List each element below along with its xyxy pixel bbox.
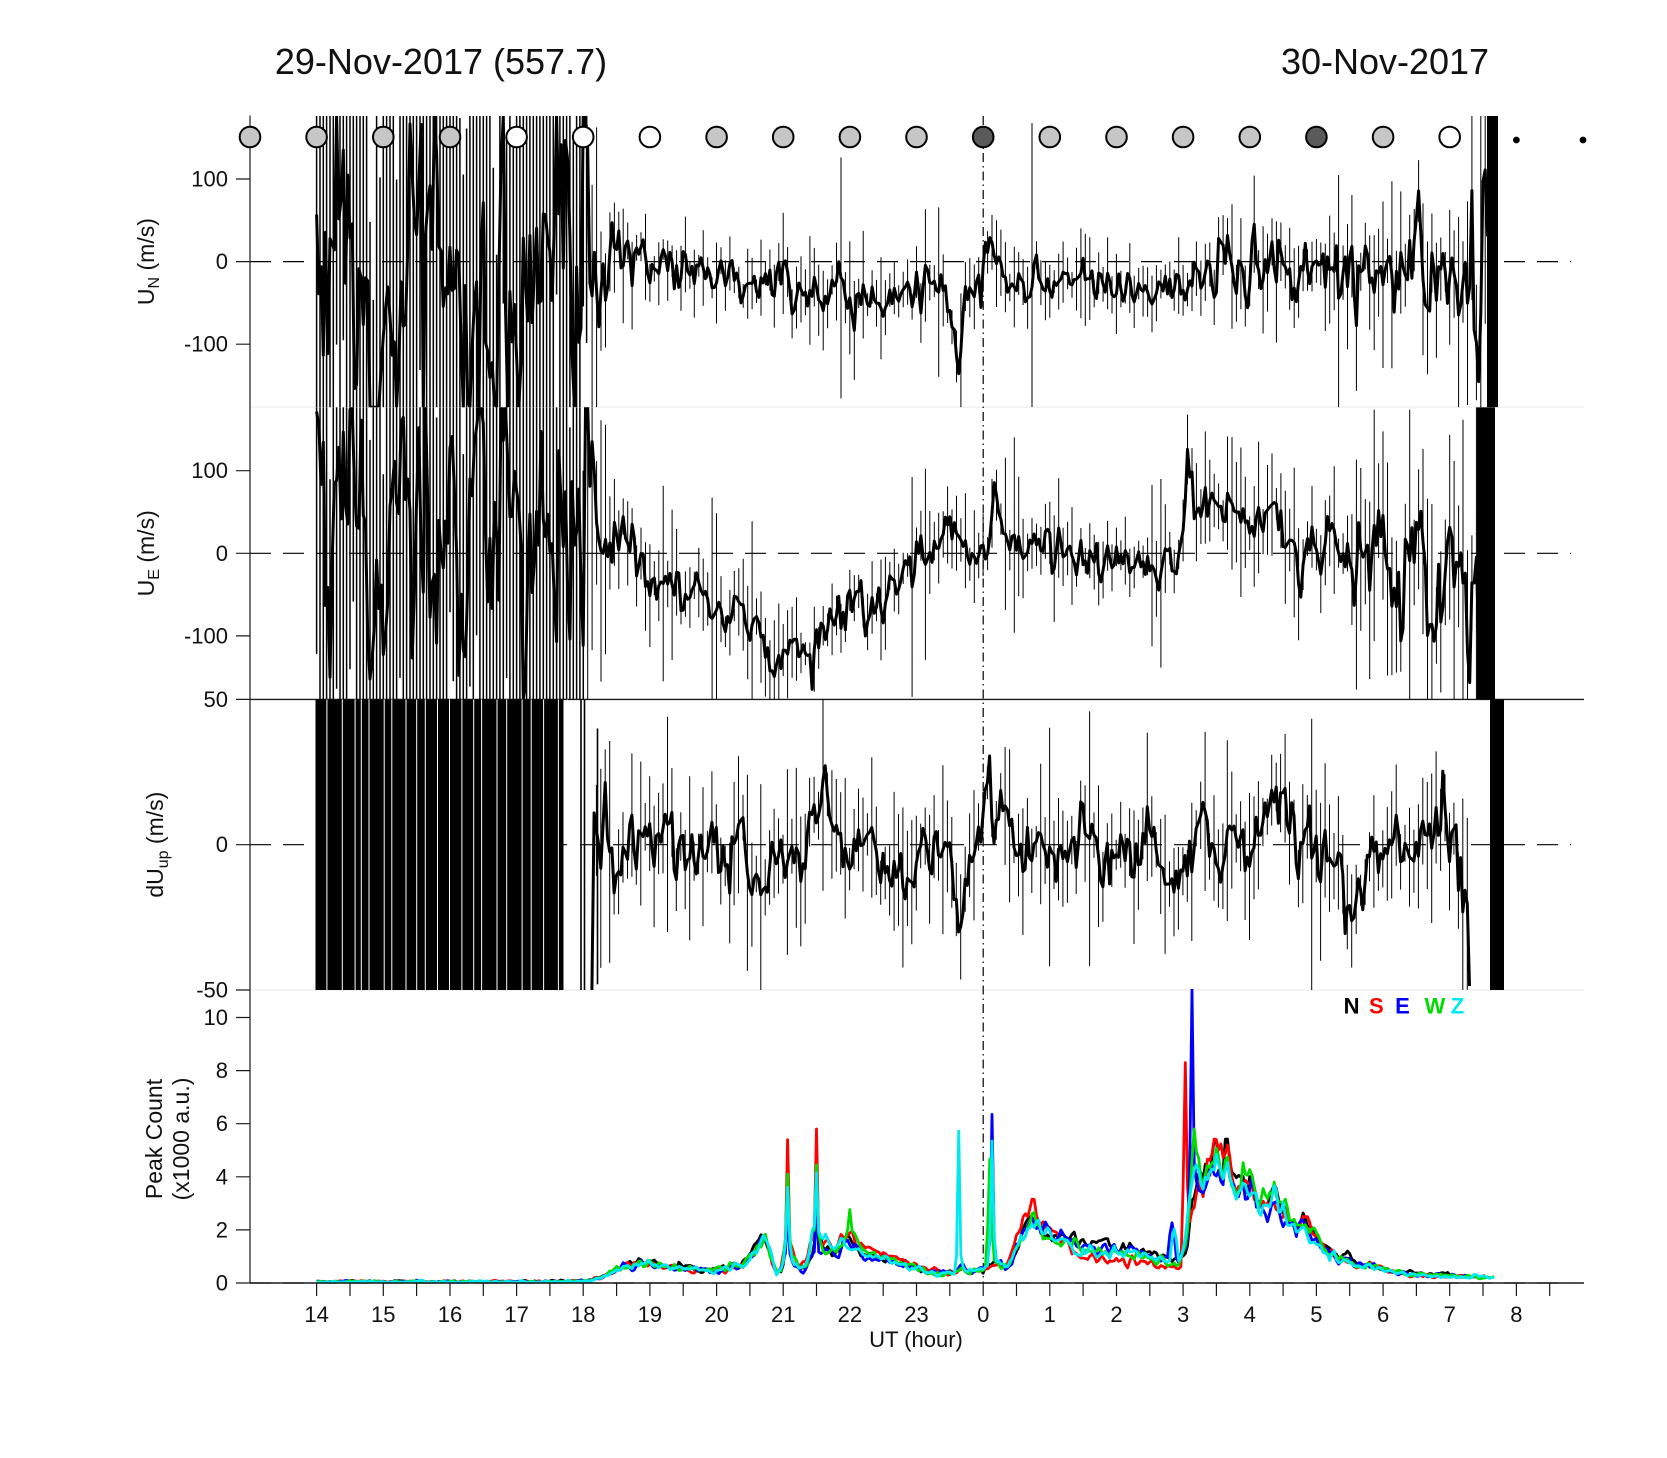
svg-text:UT (hour): UT (hour) [869, 1327, 963, 1352]
svg-text:10: 10 [204, 1005, 228, 1030]
svg-text:Peak Count: Peak Count [141, 1078, 167, 1199]
svg-text:1: 1 [1044, 1302, 1056, 1327]
svg-text:6: 6 [216, 1111, 228, 1136]
svg-text:0: 0 [216, 249, 228, 274]
svg-text:dUup (m/s): dUup (m/s) [142, 792, 172, 898]
svg-text:15: 15 [371, 1302, 395, 1327]
svg-text:4: 4 [1244, 1302, 1256, 1327]
svg-text:14: 14 [304, 1302, 328, 1327]
svg-text:0: 0 [216, 541, 228, 566]
svg-text:E: E [1395, 994, 1410, 1019]
svg-text:16: 16 [438, 1302, 462, 1327]
svg-text:-50: -50 [196, 978, 228, 1003]
svg-text:3: 3 [1177, 1302, 1189, 1327]
svg-text:UN (m/s): UN (m/s) [133, 218, 163, 305]
svg-text:(x1000 a.u.): (x1000 a.u.) [168, 1078, 194, 1201]
svg-text:UE (m/s): UE (m/s) [133, 510, 163, 596]
svg-text:23: 23 [904, 1302, 928, 1327]
svg-text:S: S [1369, 994, 1384, 1019]
svg-text:0: 0 [216, 832, 228, 857]
svg-text:17: 17 [504, 1302, 528, 1327]
svg-text:8: 8 [216, 1058, 228, 1083]
svg-text:0: 0 [216, 1271, 228, 1296]
svg-text:2: 2 [1110, 1302, 1122, 1327]
svg-text:7: 7 [1444, 1302, 1456, 1327]
svg-text:-100: -100 [184, 332, 228, 357]
svg-text:4: 4 [216, 1164, 228, 1189]
svg-text:Z: Z [1451, 994, 1464, 1019]
svg-text:5: 5 [1310, 1302, 1322, 1327]
svg-text:-100: -100 [184, 623, 228, 648]
svg-text:20: 20 [704, 1302, 728, 1327]
svg-text:2: 2 [216, 1217, 228, 1242]
svg-text:18: 18 [571, 1302, 595, 1327]
svg-text:W: W [1425, 994, 1446, 1019]
svg-text:N: N [1344, 994, 1360, 1019]
svg-text:100: 100 [191, 458, 228, 483]
svg-text:29-Nov-2017 (557.7): 29-Nov-2017 (557.7) [275, 41, 607, 82]
svg-text:6: 6 [1377, 1302, 1389, 1327]
svg-text:0: 0 [977, 1302, 989, 1327]
svg-text:50: 50 [204, 687, 228, 712]
svg-text:30-Nov-2017: 30-Nov-2017 [1281, 41, 1489, 82]
svg-text:8: 8 [1510, 1302, 1522, 1327]
svg-text:19: 19 [638, 1302, 662, 1327]
svg-text:21: 21 [771, 1302, 795, 1327]
svg-text:100: 100 [191, 167, 228, 192]
svg-text:22: 22 [838, 1302, 862, 1327]
